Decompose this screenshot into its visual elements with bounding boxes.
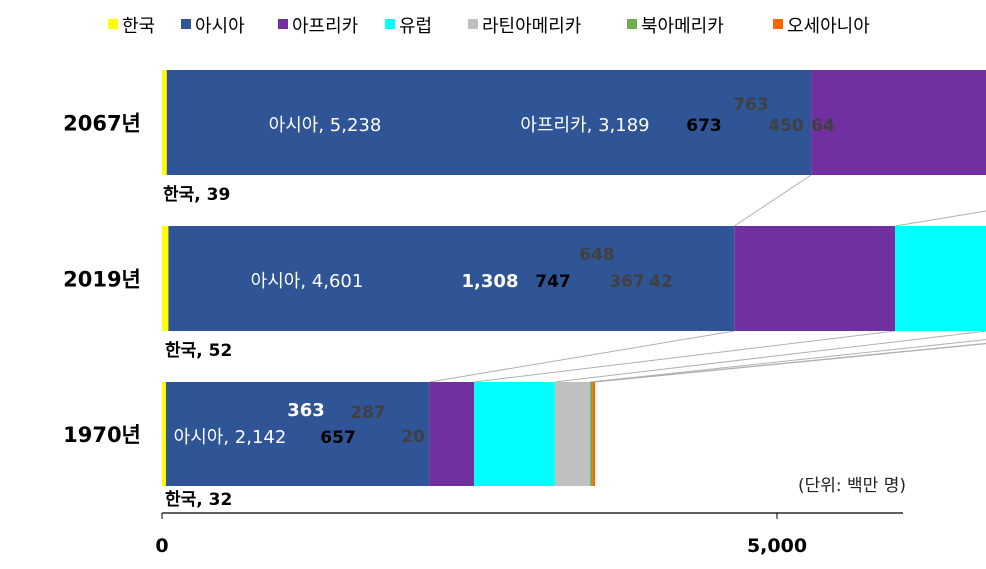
legend-label: 북아메리카	[641, 16, 724, 37]
legend-label: 아프리카	[292, 16, 358, 37]
data-label: 287	[350, 403, 386, 423]
data-label: 20	[401, 427, 425, 447]
legend-label: 오세아니아	[787, 16, 870, 37]
x-axis: 05,00010,000	[155, 512, 903, 557]
bar-segment-유럽	[474, 382, 555, 486]
bar-segment-한국	[162, 226, 169, 331]
legend: 한국 아시아 아프리카 유럽 라틴아메리카 북아메리카 오세아니아	[108, 16, 870, 37]
data-label: 367	[609, 272, 645, 292]
category-labels: 2067년 2019년 1970년	[63, 112, 141, 448]
bar-segment-아시아	[166, 70, 812, 175]
connector-line	[592, 342, 986, 383]
connector-line	[895, 210, 986, 227]
bar-segment-아프리카	[811, 70, 986, 175]
bars	[162, 70, 986, 486]
data-label: 42	[649, 272, 673, 292]
data-label: 763	[733, 95, 769, 115]
data-label: 아시아, 5,238	[269, 115, 382, 136]
data-label: 아프리카, 3,189	[520, 115, 649, 136]
bar-segment-라틴아메리카	[554, 382, 591, 486]
data-label: 아시아, 4,601	[251, 271, 364, 292]
legend-swatch	[278, 19, 288, 29]
bar-segment-한국	[162, 70, 167, 175]
legend-swatch	[108, 19, 118, 29]
legend-label: 아시아	[195, 16, 245, 37]
data-label: 64	[811, 116, 835, 136]
legend-label: 한국	[122, 16, 155, 37]
connector-line	[554, 330, 986, 383]
data-label: 한국, 52	[165, 341, 232, 361]
x-tick-label: 0	[155, 535, 168, 557]
data-label: 450	[768, 116, 804, 136]
bar-segment-한국	[162, 382, 166, 486]
bar-segment-유럽	[895, 226, 986, 331]
connector-line	[590, 339, 986, 383]
data-label: 1,308	[462, 271, 519, 292]
data-label: 657	[320, 428, 356, 448]
bar-segment-아시아	[168, 226, 735, 331]
connector-line	[595, 343, 986, 383]
category-label: 1970년	[63, 423, 141, 447]
connector-lines	[429, 174, 986, 383]
legend-swatch	[627, 19, 637, 29]
legend-label: 라틴아메리카	[482, 16, 581, 37]
x-tick-label: 5,000	[747, 535, 807, 557]
data-label: 한국, 32	[165, 490, 232, 510]
data-label: 363	[287, 400, 325, 421]
data-label: 한국, 39	[163, 185, 230, 205]
bar-segment-아시아	[165, 382, 430, 486]
data-label: 아시아, 2,142	[174, 427, 287, 448]
legend-label: 유럽	[399, 16, 432, 37]
connector-line	[734, 174, 812, 227]
data-label: 673	[686, 116, 722, 136]
bar-segment-아프리카	[734, 226, 896, 331]
data-label: 747	[535, 272, 571, 292]
category-label: 2019년	[63, 268, 141, 292]
connector-line	[429, 330, 735, 383]
bar-segment-아프리카	[429, 382, 475, 486]
connector-line	[473, 330, 896, 383]
category-label: 2067년	[63, 112, 141, 136]
bar-segment-오세아니아	[592, 382, 596, 486]
data-label: 648	[579, 245, 615, 265]
legend-swatch	[385, 19, 395, 29]
legend-swatch	[181, 19, 191, 29]
unit-note: (단위: 백만 명)	[798, 476, 906, 496]
legend-swatch	[468, 19, 478, 29]
bar-segment-북아메리카	[590, 382, 593, 486]
legend-swatch	[773, 19, 783, 29]
